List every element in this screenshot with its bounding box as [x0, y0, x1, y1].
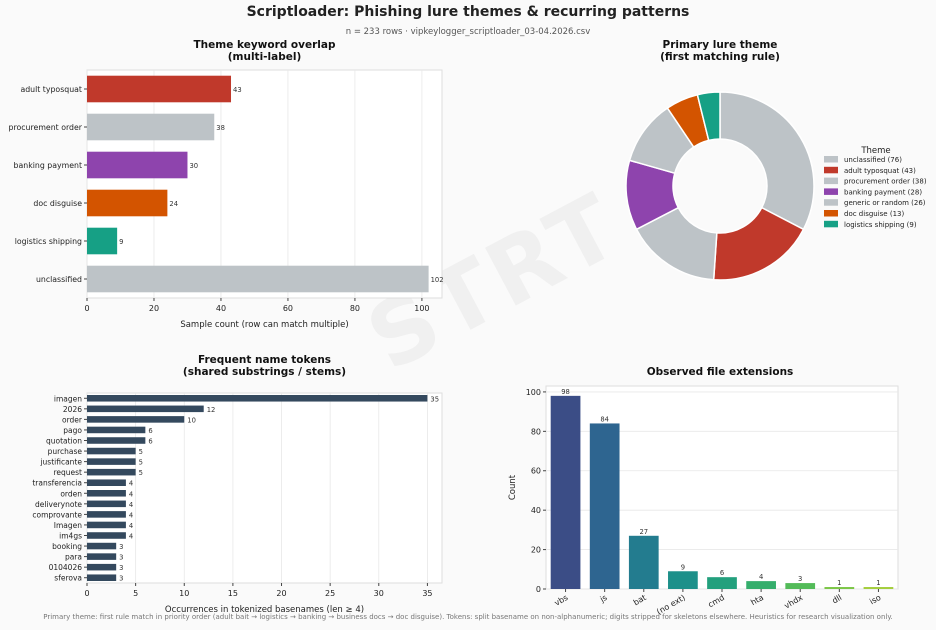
panel-title: Theme keyword overlap — [194, 39, 336, 51]
x-tick-label: 20 — [149, 304, 159, 313]
x-tick-label: 40 — [216, 304, 226, 313]
category-label: banking payment — [14, 161, 82, 170]
bar-banking-payment — [87, 151, 188, 179]
bar-unclassified — [87, 265, 429, 293]
value-label: 102 — [431, 276, 444, 284]
bar-procurement-order — [87, 113, 215, 141]
bar-doc-disguise — [87, 189, 168, 217]
x-tick-label: 100 — [414, 304, 429, 313]
value-label: 9 — [119, 238, 123, 246]
dashboard-subtitle: n = 233 rows · vipkeylogger_scriptloader… — [345, 27, 591, 37]
value-label: 24 — [169, 200, 178, 208]
x-axis-label: Sample count (row can match multiple) — [180, 320, 348, 330]
plot-area — [86, 69, 443, 299]
category-label: doc disguise — [33, 199, 82, 208]
bar-adult-typosquat — [87, 75, 232, 103]
x-tick-label: 0 — [84, 304, 89, 313]
category-label: unclassified — [36, 275, 82, 284]
category-label: logistics shipping — [15, 237, 82, 246]
category-label: procurement order — [9, 123, 83, 132]
value-label: 38 — [216, 124, 225, 132]
value-label: 43 — [233, 86, 242, 94]
footer-note: Primary theme: first rule match in prior… — [43, 613, 893, 621]
value-label: 30 — [189, 162, 198, 170]
panel-title-line2: (multi-label) — [228, 51, 302, 63]
dashboard-title: Scriptloader: Phishing lure themes & rec… — [246, 4, 690, 20]
bar-logistics-shipping — [87, 227, 118, 255]
category-label: adult typosquat — [20, 85, 82, 94]
x-tick-label: 60 — [283, 304, 293, 313]
x-tick-label: 80 — [350, 304, 360, 313]
